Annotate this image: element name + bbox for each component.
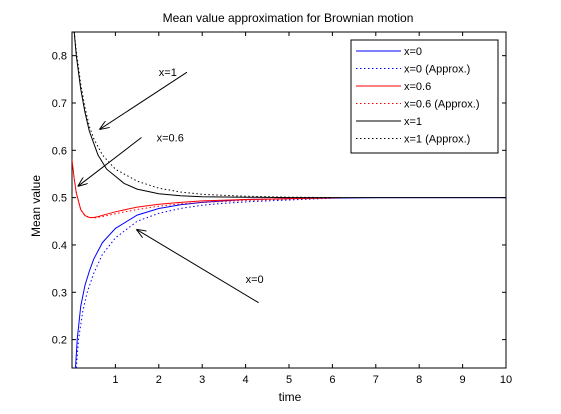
series-lines <box>72 32 506 368</box>
legend-label-4: x=1 <box>404 116 422 128</box>
x-tick-label: 1 <box>112 374 118 386</box>
y-tick-label: 0.2 <box>52 335 67 347</box>
y-tick-label: 0.6 <box>52 145 67 157</box>
x-tick-label: 2 <box>156 374 162 386</box>
x-tick-label: 3 <box>199 374 205 386</box>
series-line-4 <box>73 32 506 199</box>
y-tick-label: 0.4 <box>52 240 67 252</box>
y-axis-label: Mean value <box>29 175 43 237</box>
legend-label-1: x=0 (Approx.) <box>404 64 470 76</box>
series-line-5 <box>73 32 333 199</box>
legend-box <box>350 39 499 154</box>
y-tick-label: 0.5 <box>52 193 67 205</box>
x-tick-label: 6 <box>329 374 335 386</box>
legend-label-2: x=0.6 <box>404 81 431 93</box>
annotation-label-2: x=0 <box>246 274 264 286</box>
chart-title: Mean value approximation for Brownian mo… <box>163 11 414 25</box>
y-tick-label: 0.3 <box>52 287 67 299</box>
x-tick-label: 8 <box>416 374 422 386</box>
legend-label-3: x=0.6 (Approx.) <box>404 99 480 111</box>
annotation-label-0: x=1 <box>159 67 177 79</box>
series-line-1 <box>75 197 333 368</box>
y-tick-label: 0.8 <box>52 51 67 63</box>
x-tick-label: 5 <box>286 374 292 386</box>
legend-label-5: x=1 (Approx.) <box>404 134 470 146</box>
legend-label-0: x=0 <box>404 46 422 58</box>
annotation-label-1: x=0.6 <box>157 133 184 145</box>
x-tick-label: 10 <box>500 374 512 386</box>
annotation-arrow-2 <box>137 230 259 304</box>
x-tick-label: 9 <box>460 374 466 386</box>
annotation-arrow-0 <box>100 71 188 129</box>
y-tick-label: 0.7 <box>52 98 67 110</box>
x-axis-label: time <box>279 390 302 404</box>
x-tick-label: 4 <box>243 374 249 386</box>
annotation-arrow-1 <box>79 137 142 186</box>
legend: x=0 x=0 (Approx.) x=0.6 x=0.6 (Approx.) x=1 x… <box>350 39 499 154</box>
x-tick-label: 7 <box>373 374 379 386</box>
